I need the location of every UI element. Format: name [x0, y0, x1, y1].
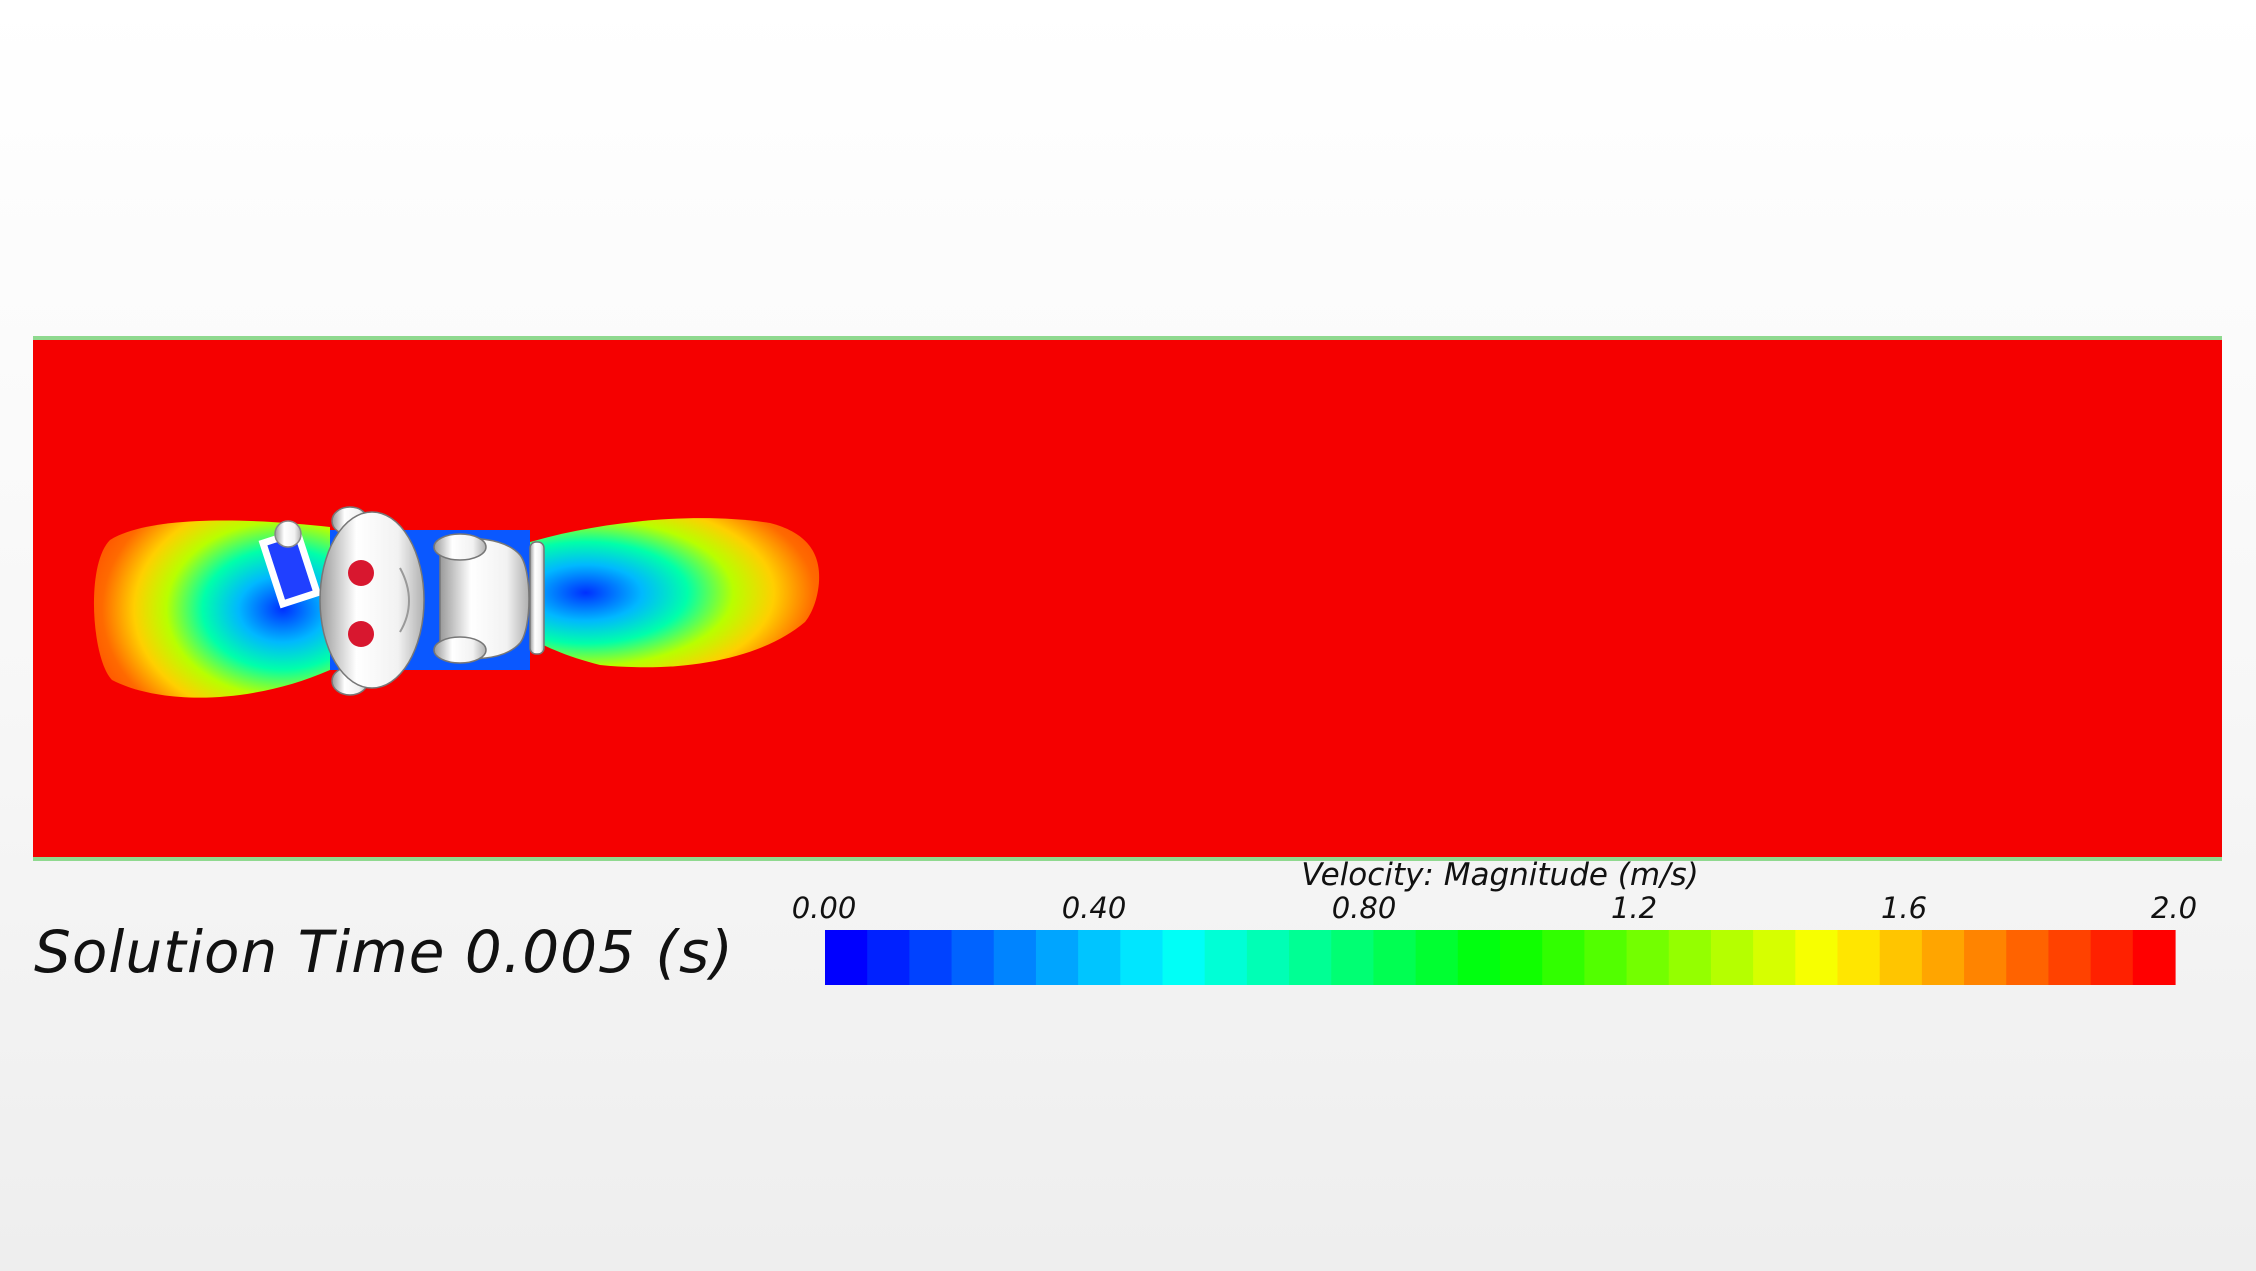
colorbar-band: [867, 930, 910, 985]
top-wall: [33, 336, 2222, 340]
colorbar-band: [1964, 930, 2007, 985]
colorbar-band: [2006, 930, 2050, 985]
colorbar-tick-label: 1.6: [1880, 891, 1928, 925]
colorbar-band: [1078, 930, 1121, 985]
lower-arm: [433, 636, 487, 664]
body-geometry: [258, 506, 545, 696]
colorbar-band: [1331, 930, 1375, 985]
colorbar-band: [951, 930, 995, 985]
colorbar-band: [1584, 930, 1628, 985]
colorbar-band: [1500, 930, 1543, 985]
colorbar-tick-label: 0.80: [1331, 891, 1397, 925]
colorbar-band: [1753, 930, 1796, 985]
colorbar-band: [2132, 930, 2176, 985]
colorbar-band: [1246, 930, 1290, 985]
colorbar-band: [993, 930, 1037, 985]
rear-plate: [529, 541, 545, 655]
colorbar-band: [1795, 930, 1839, 985]
antenna-knob: [274, 520, 302, 548]
colorbar-band: [825, 930, 868, 985]
bottom-wall: [33, 857, 2222, 861]
colorbar-band: [1879, 930, 1923, 985]
colorbar-band: [1542, 930, 1585, 985]
colorbar-tick-label: 0.40: [1061, 891, 1127, 925]
upper-arm: [433, 533, 487, 561]
colorbar-band: [909, 930, 953, 985]
colorbar-band: [1204, 930, 1248, 985]
head: [319, 511, 425, 689]
colorbar-band: [1373, 930, 1417, 985]
colorbar-tick-label: 0.00: [791, 891, 857, 925]
colorbar-band: [1837, 930, 1881, 985]
mouth-line: [399, 567, 410, 633]
downstream-wake-contour: [520, 518, 820, 668]
colorbar-band: [1035, 930, 1079, 985]
colorbar-band: [1710, 930, 1754, 985]
colorbar-band: [1415, 930, 1459, 985]
colorbar-band: [2090, 930, 2134, 985]
lower-eye: [348, 621, 374, 647]
colorbar-band: [1457, 930, 1501, 985]
colorbar-band: [1921, 930, 1965, 985]
colorbar: [825, 930, 2176, 985]
upper-eye: [348, 560, 374, 586]
colorbar-title: Velocity: Magnitude (m/s): [1301, 857, 1699, 893]
colorbar-band: [1162, 930, 1206, 985]
colorbar-band: [1626, 930, 1670, 985]
colorbar-band: [2048, 930, 2092, 985]
colorbar-tick-label: 1.2: [1610, 891, 1658, 925]
solution-time-label: Solution Time 0.005 (s): [34, 918, 734, 986]
colorbar-band: [1289, 930, 1332, 985]
colorbar-band: [1120, 930, 1164, 985]
colorbar-tick-label: 2.0: [2150, 891, 2198, 925]
colorbar-band: [1668, 930, 1712, 985]
